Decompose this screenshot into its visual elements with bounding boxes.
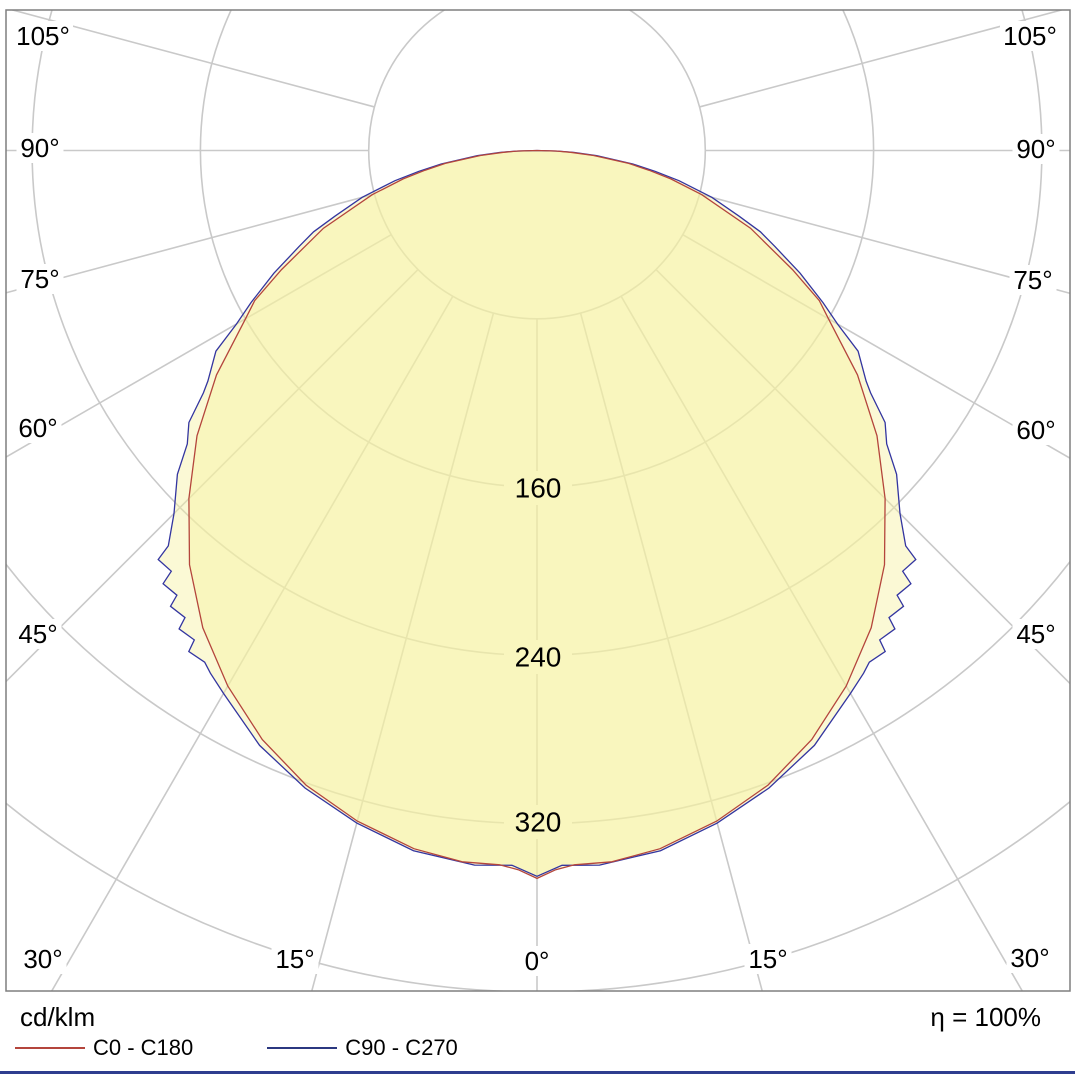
ring-label-bg	[504, 805, 572, 839]
ring-label-bg	[504, 471, 572, 505]
radial-line-45	[655, 268, 1070, 685]
radial-line-75	[699, 193, 1070, 295]
angle-label-bg	[1009, 265, 1057, 295]
radial-line-105	[699, 10, 1065, 108]
angle-label-bg	[744, 944, 792, 974]
angle-label-bg	[1012, 415, 1060, 445]
radial-line-15	[310, 312, 495, 991]
radial-line-45	[6, 268, 419, 683]
legend: C0 - C180 C90 - C270	[15, 1035, 458, 1061]
legend-label-c0-c180: C0 - C180	[93, 1035, 194, 1060]
angle-label: 60°	[18, 413, 57, 443]
ring-label-bg	[504, 640, 572, 674]
radial-line-30	[620, 295, 1024, 991]
angle-label: 105°	[16, 21, 70, 51]
radial-line-60	[682, 233, 1070, 460]
c0-c180-curve	[188, 149, 886, 880]
angle-label: 30°	[1010, 943, 1049, 973]
angle-label: 0°	[525, 946, 550, 976]
angle-label-bg	[520, 946, 554, 976]
angle-label: 60°	[1016, 415, 1055, 445]
c90-c270-fill	[158, 150, 916, 877]
c0-c180-line-swatch	[15, 1047, 85, 1049]
angle-label: 15°	[275, 944, 314, 974]
c90-c270-line-swatch	[267, 1047, 338, 1049]
angle-label: 90°	[1016, 134, 1055, 164]
angle-label: 105°	[1003, 21, 1057, 51]
legend-item-c0-c180: C0 - C180	[15, 1035, 193, 1061]
angle-label-bg	[14, 413, 62, 443]
angle-label-bg	[1000, 21, 1060, 51]
bottom-accent-bar	[0, 1071, 1075, 1074]
radial-line-60	[6, 233, 392, 458]
units-label: cd/klm	[20, 1002, 96, 1032]
angle-label: 75°	[20, 264, 59, 294]
angle-label-bg	[16, 133, 64, 163]
ring-label: 160	[515, 473, 562, 504]
angle-label-bg	[271, 944, 319, 974]
angle-label-bg	[1012, 134, 1060, 164]
angle-label: 90°	[20, 133, 59, 163]
c0-c180-fill	[188, 150, 886, 879]
radial-line-15	[579, 312, 764, 991]
ring-label: 320	[515, 807, 562, 838]
angle-label-bg	[14, 619, 62, 649]
angle-label: 75°	[1013, 265, 1052, 295]
angle-label: 45°	[18, 619, 57, 649]
angle-label: 15°	[748, 944, 787, 974]
efficiency-label: η = 100%	[930, 1002, 1041, 1032]
angle-label: 45°	[1016, 619, 1055, 649]
angle-label-bg	[19, 944, 67, 974]
angle-label-bg	[16, 264, 64, 294]
angle-label: 30°	[23, 944, 62, 974]
angle-label-bg	[1006, 943, 1054, 973]
angle-label-bg	[13, 21, 73, 51]
legend-label-c90-c270: C90 - C270	[345, 1035, 458, 1060]
legend-item-c90-c270: C90 - C270	[267, 1035, 458, 1061]
angle-label-bg	[1012, 619, 1060, 649]
radial-line-105	[9, 10, 375, 108]
plot-border	[5, 9, 1071, 992]
ring-label: 240	[515, 642, 562, 673]
radial-line-30	[50, 295, 454, 991]
radial-line-75	[6, 193, 375, 294]
c90-c270-curve	[157, 149, 917, 878]
